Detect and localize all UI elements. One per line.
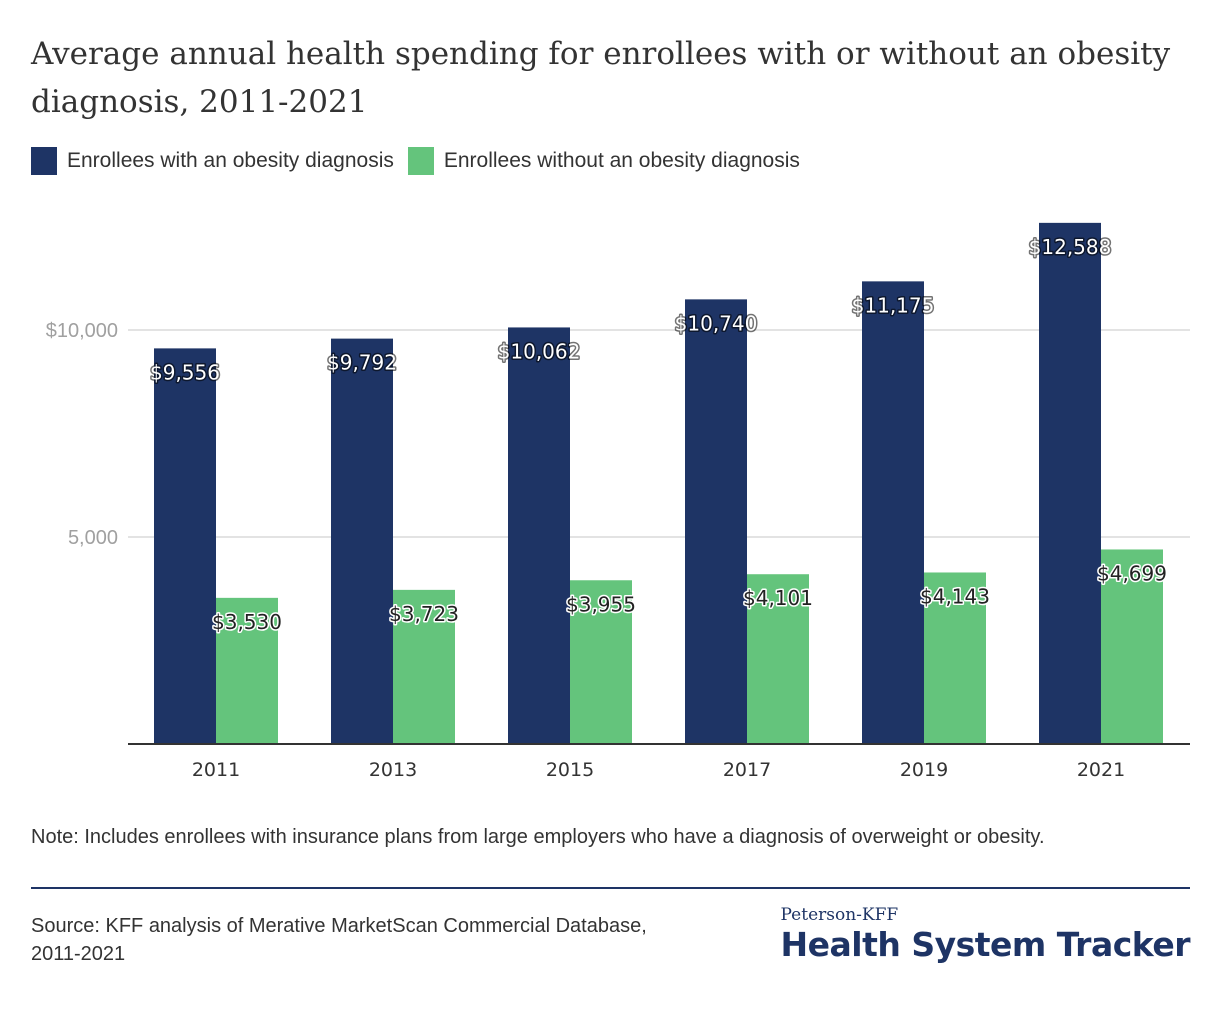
data-label: $4,143 (920, 584, 990, 608)
data-label: $11,175 (852, 293, 935, 317)
bar-with-2019 (862, 281, 924, 744)
x-tick-label: 2013 (369, 759, 417, 781)
x-tick-label: 2019 (900, 759, 948, 781)
legend-item-with-obesity: Enrollees with an obesity diagnosis (31, 147, 394, 175)
y-tick-label: 5,000 (68, 527, 118, 549)
legend: Enrollees with an obesity diagnosis Enro… (31, 147, 800, 175)
chart-source: Source: KFF analysis of Merative MarketS… (31, 915, 647, 965)
bar-with-2021 (1039, 222, 1101, 744)
data-label: $4,101 (743, 586, 813, 610)
data-label: $9,792 (327, 351, 397, 375)
logo-top: Peterson-KFF (780, 905, 899, 925)
legend-label: Enrollees without an obesity diagnosis (443, 149, 800, 172)
x-tick-label: 2021 (1077, 759, 1125, 781)
bar-without-2019 (924, 572, 986, 744)
bar-with-2013 (331, 338, 393, 744)
chart-title: Average annual health spending for enrol… (31, 36, 1171, 120)
data-label: $4,699 (1097, 561, 1167, 585)
legend-label: Enrollees with an obesity diagnosis (67, 149, 394, 172)
peterson-kff-logo: Peterson-KFF Health System Tracker (781, 905, 1191, 965)
data-label: $10,740 (675, 311, 758, 335)
bar-without-2015 (570, 580, 632, 744)
y-tick-label: $10,000 (46, 320, 118, 342)
x-tick-label: 2015 (546, 759, 594, 781)
x-tick-label: 2011 (192, 759, 240, 781)
bar-with-2015 (508, 327, 570, 744)
data-label: $3,723 (389, 602, 459, 626)
legend-swatch (31, 147, 57, 175)
x-tick-label: 2017 (723, 759, 771, 781)
logo-bottom: Health System Tracker (780, 925, 1191, 964)
divider (31, 887, 1190, 889)
data-label: $3,530 (212, 610, 282, 634)
bar-without-2013 (393, 589, 455, 744)
bar-without-2021 (1101, 549, 1163, 744)
data-label: $10,062 (498, 339, 581, 363)
legend-item-without-obesity: Enrollees without an obesity diagnosis (407, 147, 800, 175)
data-label: $3,955 (566, 592, 636, 616)
bar-without-2011 (216, 597, 278, 744)
data-label: $12,588 (1029, 235, 1112, 259)
bar-with-2017 (685, 299, 747, 744)
bar-without-2017 (747, 574, 809, 744)
chart-note: Note: Includes enrollees with insurance … (31, 826, 1045, 848)
legend-swatch (407, 147, 434, 175)
bar-with-2011 (154, 348, 216, 744)
data-label: $9,556 (150, 360, 220, 384)
